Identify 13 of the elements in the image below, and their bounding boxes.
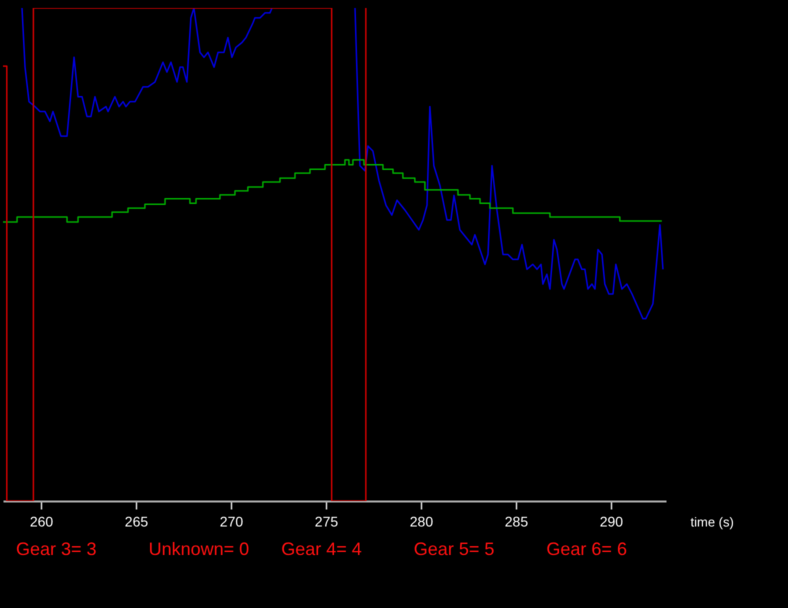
text: Gear 6= 6 xyxy=(546,539,627,559)
x-tick-label: 260 xyxy=(30,514,54,530)
text: Gear 5= 5 xyxy=(414,539,494,559)
x-tick-label: 290 xyxy=(600,514,624,530)
text: Unknown= 0 xyxy=(148,539,250,559)
x-tick-label: 285 xyxy=(504,514,528,530)
x-axis-title: time (s) xyxy=(690,514,734,530)
text: Gear 4= 4 xyxy=(281,539,362,559)
text: Gear 3= 3 xyxy=(16,539,97,559)
x-tick-label: 265 xyxy=(124,514,148,530)
x-tick-label: 275 xyxy=(314,514,338,530)
x-tick-label: 270 xyxy=(220,514,244,530)
x-tick-label: 280 xyxy=(410,514,434,530)
